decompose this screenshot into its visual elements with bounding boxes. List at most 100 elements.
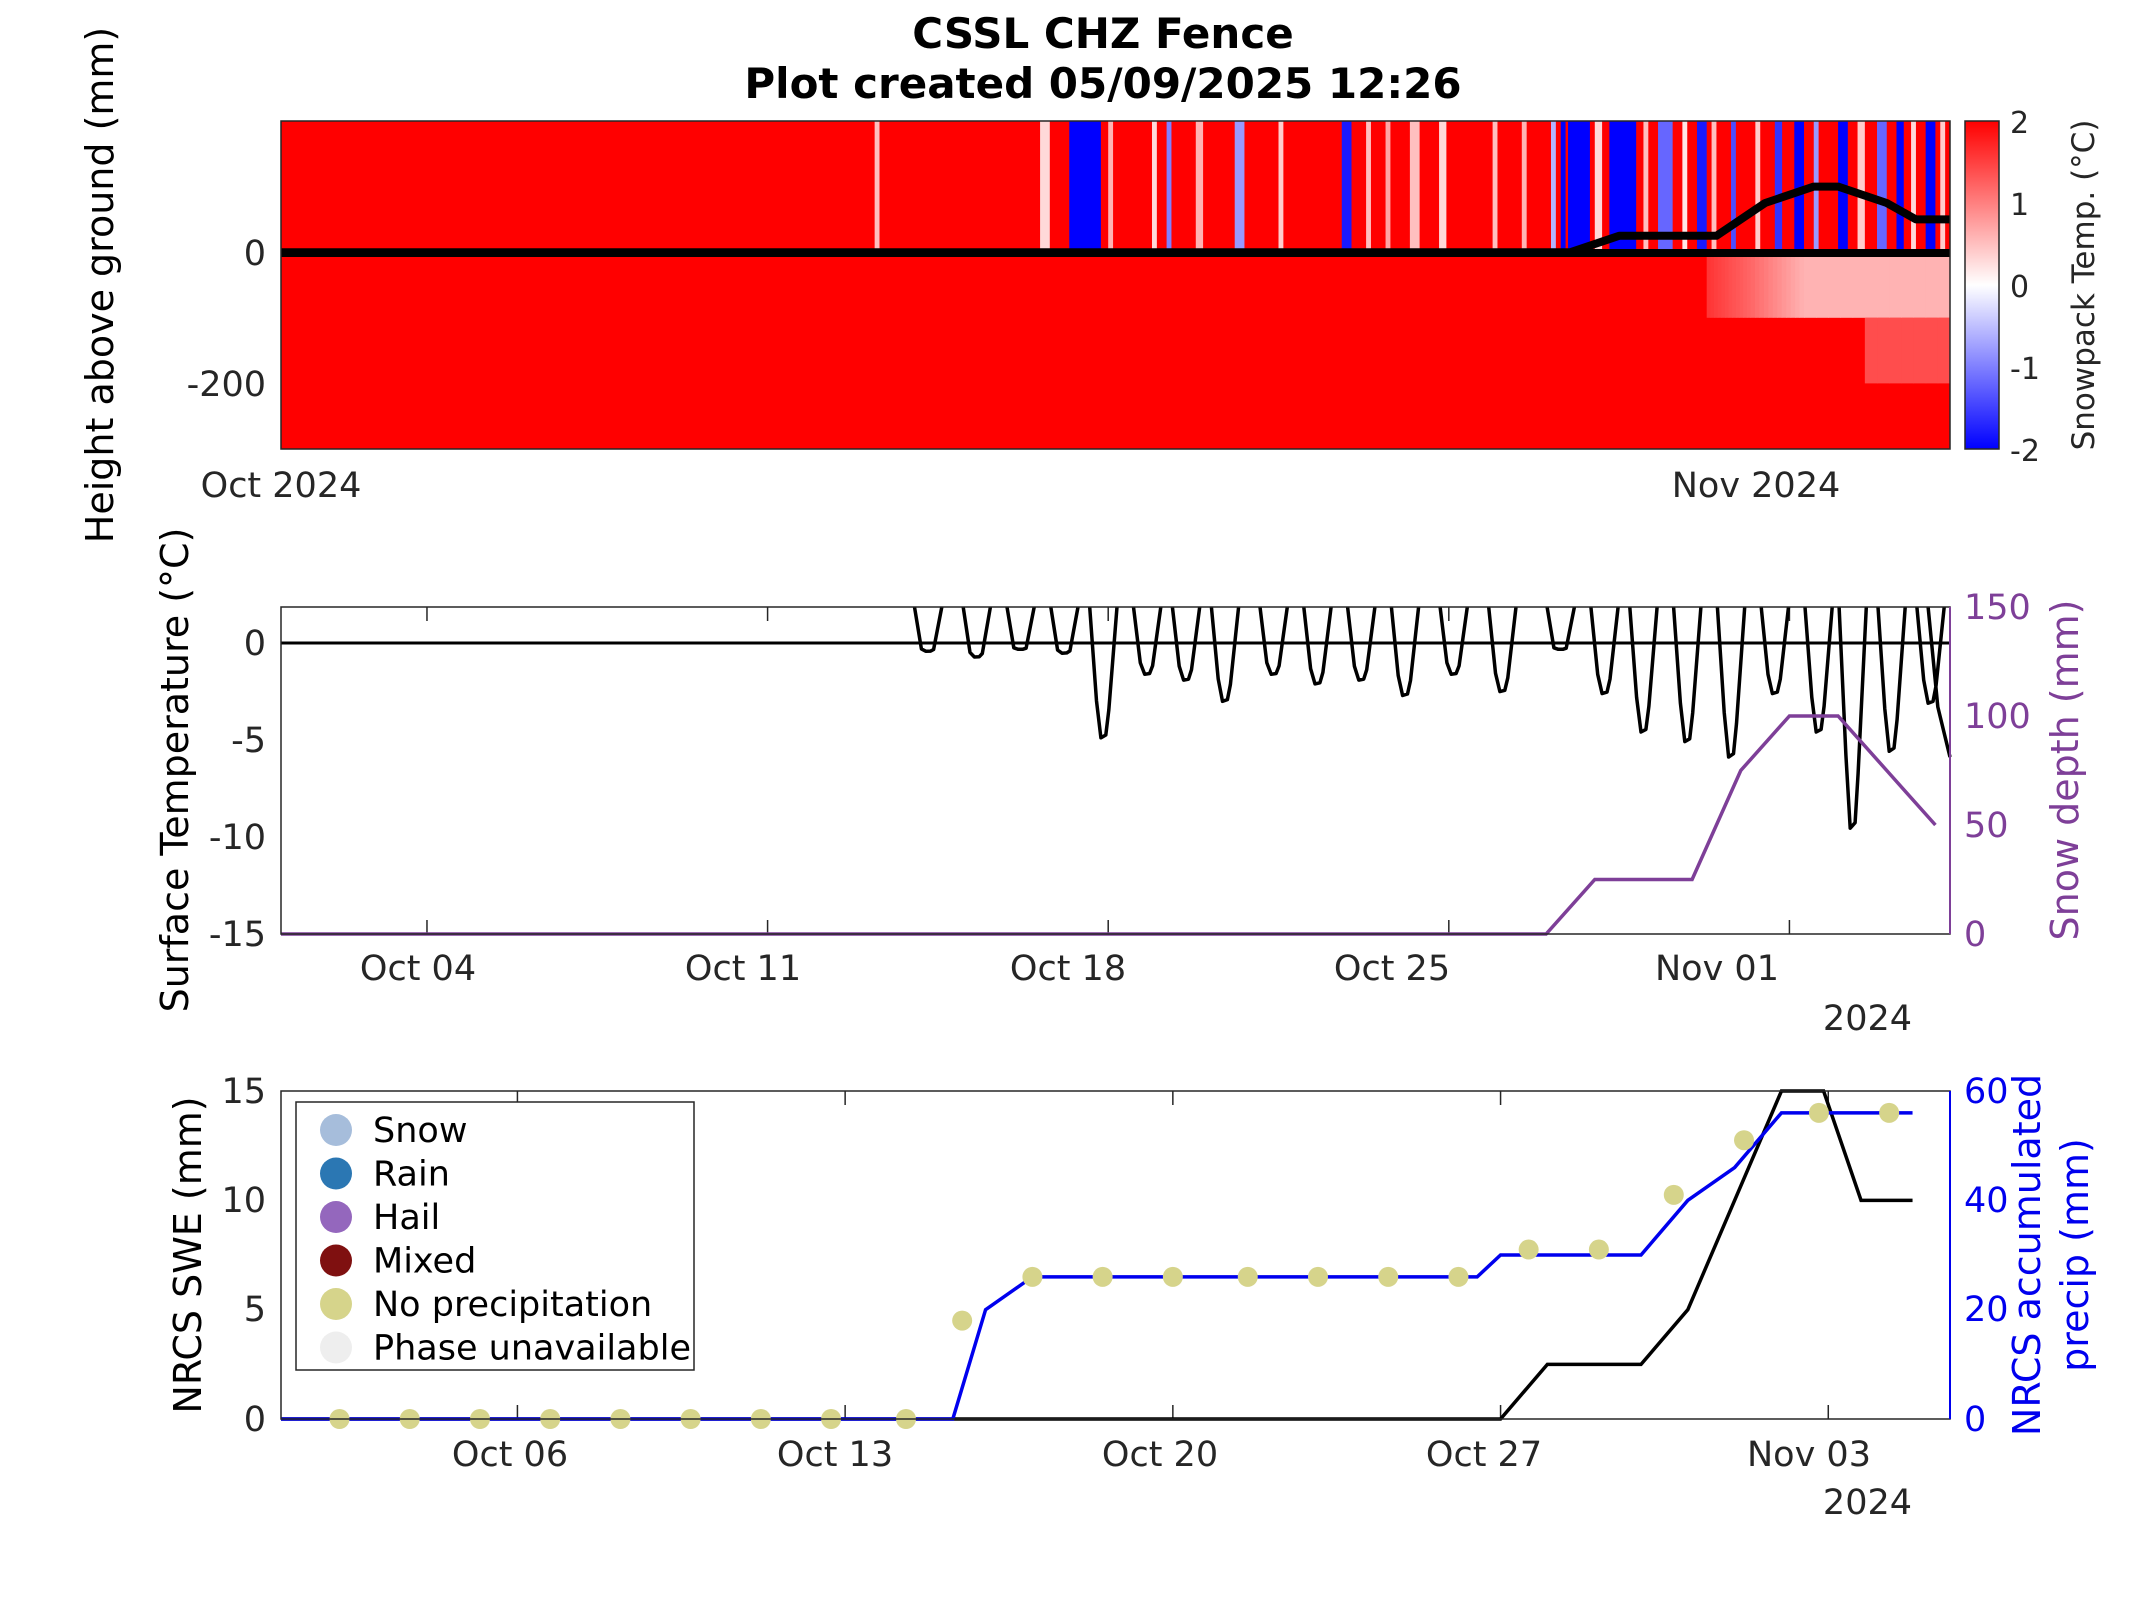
legend-marker bbox=[320, 1114, 352, 1146]
surface-temp-panel: 0 -5 -10 -15 150 100 50 0 Oct 04 Oct 11 … bbox=[153, 528, 2087, 1039]
swe-ytick-0: 0 bbox=[244, 1400, 266, 1440]
legend-label: Hail bbox=[373, 1198, 440, 1238]
heatmap-stripe bbox=[1568, 121, 1590, 253]
heatmap-stripe bbox=[1166, 121, 1172, 253]
heatmap-stripe bbox=[1877, 121, 1887, 253]
heatmap-stripe bbox=[1385, 121, 1391, 253]
subsurface-cell bbox=[1864, 252, 1878, 318]
colorbar-tick-2: 2 bbox=[2010, 106, 2029, 141]
daily-point bbox=[1307, 1266, 1328, 1287]
surface-ylabel: Surface Temperature (°C) bbox=[153, 528, 197, 1013]
legend-label: No precipitation bbox=[373, 1285, 652, 1325]
subsurface-cell bbox=[1724, 252, 1730, 318]
heatmap-stripe bbox=[1439, 121, 1447, 253]
snowpack-xtick-nov: Nov 2024 bbox=[1672, 466, 1841, 506]
subsurface-cell bbox=[1799, 252, 1805, 318]
legend-box bbox=[295, 1101, 695, 1371]
subsurface-cell bbox=[1743, 252, 1748, 318]
surface-year-label: 2024 bbox=[1823, 999, 1912, 1039]
daily-point bbox=[1092, 1266, 1113, 1287]
subsurface-cell bbox=[1777, 252, 1783, 318]
heatmap-stripe bbox=[1940, 121, 1946, 253]
colorbar-tick-0: 0 bbox=[2010, 270, 2029, 305]
surface-xtick-oct25: Oct 25 bbox=[1334, 949, 1450, 989]
surface-temp-xticks bbox=[426, 607, 1791, 934]
heatmap-stripe bbox=[1696, 121, 1707, 253]
heatmap-stripe bbox=[1594, 121, 1603, 253]
subsurface-cell bbox=[1728, 252, 1733, 318]
legend-marker bbox=[320, 1244, 352, 1277]
colorbar-label: Snowpack Temp. (°C) bbox=[2066, 120, 2102, 451]
swe-ytick-5: 5 bbox=[244, 1290, 266, 1330]
snow-depth-line-top bbox=[281, 182, 1950, 257]
subsurface-cell bbox=[1864, 317, 1878, 384]
precip-ylabel-line2: precip (mm) bbox=[2053, 1138, 2097, 1372]
surface-ytick-neg5: -5 bbox=[231, 721, 266, 761]
subsurface-cell bbox=[1763, 252, 1769, 318]
depth-ytick-100: 100 bbox=[1964, 697, 2031, 737]
subsurface-cell bbox=[1937, 252, 1951, 318]
swe-line bbox=[281, 1089, 1913, 1421]
heatmap-stripe bbox=[1195, 121, 1204, 253]
daily-point bbox=[1734, 1130, 1755, 1151]
precip-ytick-60: 60 bbox=[1964, 1072, 2009, 1112]
legend-marker bbox=[320, 1157, 352, 1190]
heatmap-stripe bbox=[1278, 121, 1284, 253]
heatmap-stripe bbox=[1857, 121, 1865, 253]
swe-ytick-15: 15 bbox=[221, 1072, 266, 1112]
nrcs-xtick-oct27: Oct 27 bbox=[1426, 1435, 1542, 1475]
surface-ytick-0: 0 bbox=[244, 624, 266, 664]
subsurface-cell bbox=[1714, 252, 1719, 318]
heatmap-stripe bbox=[1341, 121, 1352, 253]
subsurface-cell bbox=[1852, 252, 1866, 318]
subsurface-cell bbox=[1913, 317, 1927, 384]
surface-temp-line bbox=[912, 606, 1952, 830]
swe-ylabel: NRCS SWE (mm) bbox=[166, 1096, 210, 1413]
daily-point bbox=[1879, 1102, 1900, 1123]
surface-xtick-oct18: Oct 18 bbox=[1010, 949, 1126, 989]
nrcs-xtick-nov03: Nov 03 bbox=[1747, 1435, 1871, 1475]
heatmap-stripe bbox=[1560, 121, 1566, 253]
subsurface-cell bbox=[1877, 252, 1890, 318]
subsurface-cell bbox=[1925, 317, 1939, 384]
legend-marker bbox=[320, 1331, 352, 1364]
subsurface-cell bbox=[1721, 252, 1726, 318]
subsurface-cell bbox=[1786, 252, 1792, 318]
legend-label: Mixed bbox=[373, 1242, 476, 1282]
snowpack-heatmap bbox=[281, 121, 1950, 449]
precip-ytick-0: 0 bbox=[1964, 1400, 1986, 1440]
heatmap-stripe bbox=[1409, 121, 1420, 253]
daily-point bbox=[1162, 1266, 1183, 1287]
legend-label: Snow bbox=[373, 1111, 467, 1151]
heatmap-stripe bbox=[1794, 121, 1805, 253]
colorbar bbox=[1964, 120, 2000, 450]
snowpack-panel: 0 -200 Oct 2024 Nov 2024 Height above gr… bbox=[78, 27, 2102, 544]
swe-ytick-10: 10 bbox=[221, 1181, 266, 1221]
heatmap-stripe bbox=[1492, 121, 1498, 253]
snowpack-xtick-oct: Oct 2024 bbox=[201, 466, 362, 506]
nrcs-panel: 15 10 5 0 60 40 20 0 Oct 06 Oct 13 Oct 2… bbox=[166, 1072, 2097, 1523]
depth-ytick-0: 0 bbox=[1964, 915, 1986, 955]
precip-ylabel-line1: NRCS accumulated bbox=[2005, 1074, 2049, 1436]
precip-line bbox=[281, 1111, 1913, 1421]
heatmap-stripe bbox=[1643, 121, 1649, 253]
heatmap-stripe bbox=[1711, 121, 1717, 253]
surface-xtick-oct04: Oct 04 bbox=[360, 949, 476, 989]
subsurface-cell bbox=[1937, 317, 1951, 384]
chart-title-line2: Plot created 05/09/2025 12:26 bbox=[744, 59, 1461, 108]
heatmap-stripe bbox=[1366, 121, 1371, 253]
snowpack-axes-box bbox=[280, 120, 1951, 450]
daily-point bbox=[1022, 1266, 1043, 1287]
heatmap-stripe bbox=[1108, 121, 1114, 253]
surface-ytick-neg10: -10 bbox=[209, 818, 266, 858]
heatmap-stripe bbox=[1234, 121, 1245, 253]
surface-ytick-neg15: -15 bbox=[209, 915, 266, 955]
depth-ytick-150: 150 bbox=[1964, 588, 2031, 628]
heatmap-stripe bbox=[1755, 121, 1761, 253]
heatmap-stripe bbox=[1911, 121, 1916, 253]
colorbar-tick-neg2: -2 bbox=[2010, 434, 2040, 469]
subsurface-cell bbox=[1901, 317, 1915, 384]
heatmap-stripe bbox=[1896, 121, 1904, 253]
subsurface-cell bbox=[1795, 252, 1801, 318]
